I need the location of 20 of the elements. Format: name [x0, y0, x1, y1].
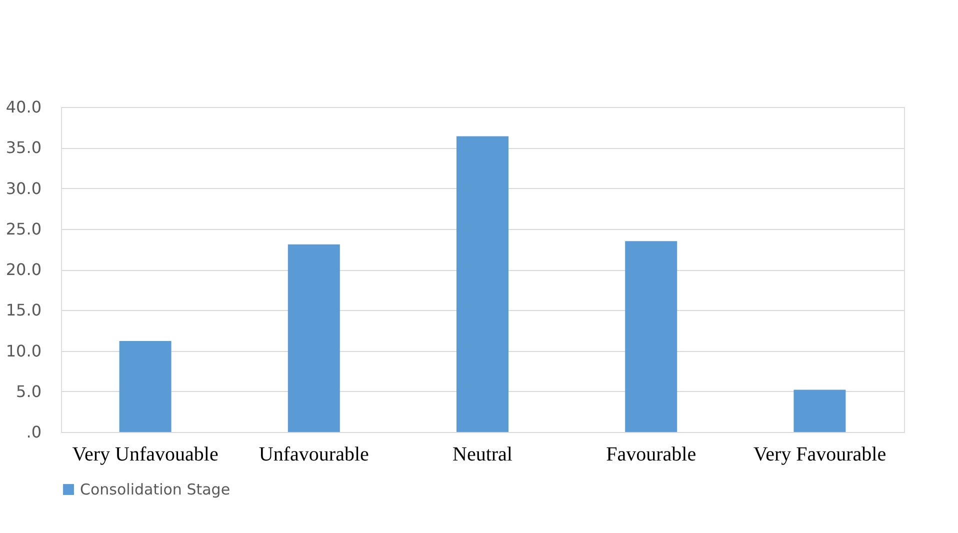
legend-label: Consolidation Stage: [80, 480, 230, 498]
bar: [456, 136, 508, 432]
y-tick-label: 25.0: [6, 219, 42, 238]
y-tick-label: 20.0: [6, 260, 42, 279]
y-tick-label: 5.0: [16, 382, 42, 401]
bar: [288, 244, 340, 432]
y-tick-label: 40.0: [6, 98, 42, 116]
y-tick-label: 30.0: [6, 178, 42, 198]
bar: [625, 241, 678, 432]
y-tick-label: 10.0: [6, 341, 42, 360]
x-tick-label: Neutral: [452, 444, 513, 466]
bar: [119, 341, 172, 432]
bar: [794, 390, 846, 432]
x-tick-label: Favourable: [606, 444, 696, 466]
x-tick-label: Very Unfavouable: [72, 444, 218, 466]
y-tick-label: .0: [26, 422, 42, 442]
x-tick-label: Unfavourable: [258, 444, 369, 466]
y-tick-label: 15.0: [6, 300, 42, 320]
y-tick-label: 35.0: [6, 138, 42, 158]
x-tick-label: Very Favourable: [753, 444, 886, 466]
